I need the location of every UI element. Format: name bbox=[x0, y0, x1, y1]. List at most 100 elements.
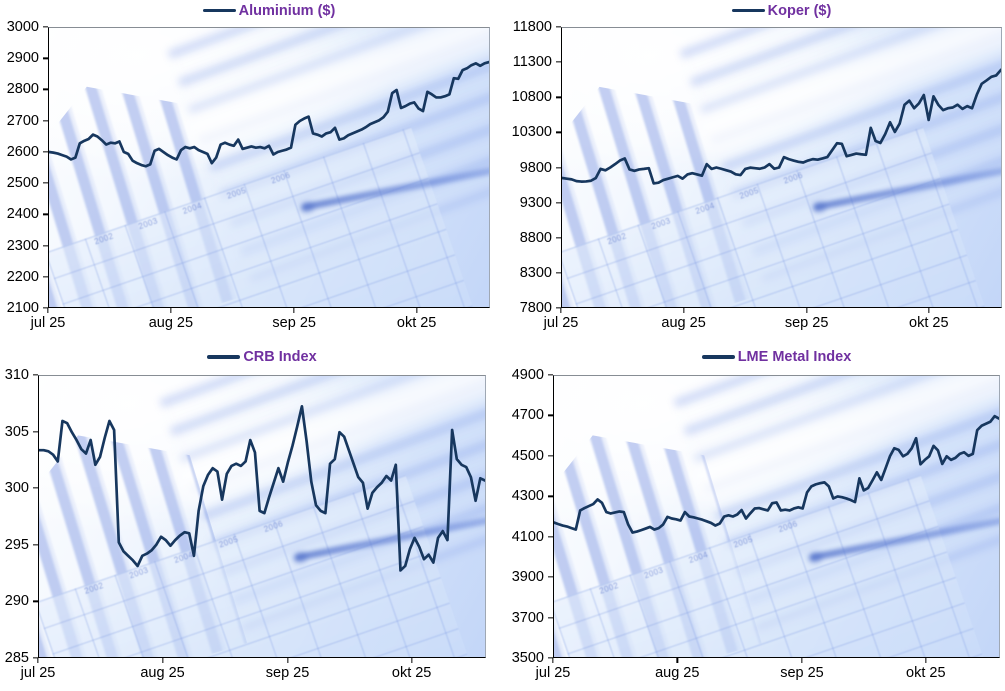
x-tick-mark bbox=[925, 658, 927, 663]
y-tick-mark bbox=[33, 600, 38, 603]
line-series bbox=[562, 28, 1001, 307]
y-tick-label: 9800 bbox=[519, 159, 552, 176]
x-tick-mark bbox=[560, 308, 562, 313]
legend-line-icon bbox=[701, 355, 735, 359]
y-tick-label: 4700 bbox=[511, 407, 544, 424]
y-tick-mark bbox=[548, 374, 553, 376]
legend-line-icon bbox=[207, 355, 241, 359]
y-tick-label: 11300 bbox=[512, 53, 552, 70]
y-tick-mark bbox=[43, 120, 48, 122]
watermark-background: 2002 2003 2004 2005 2006 bbox=[49, 28, 489, 307]
x-tick-label: aug 25 bbox=[148, 315, 194, 331]
y-tick-mark bbox=[43, 57, 48, 59]
y-tick-mark bbox=[43, 151, 48, 153]
x-tick-label: aug 25 bbox=[140, 665, 185, 681]
y-tick-mark bbox=[548, 616, 553, 619]
y-tick-mark bbox=[548, 576, 553, 578]
chart-body: 2100 2200 2300 2400 2500 2600 2700 2800 2900 3000… bbox=[0, 20, 503, 315]
y-tick-mark bbox=[43, 244, 48, 247]
plot-area: 2002 2003 2004 2005 2006 bbox=[561, 27, 1002, 308]
x-tick-label: sep 25 bbox=[272, 315, 316, 331]
x-tick-mark bbox=[682, 308, 685, 313]
legend: LME Metal Index bbox=[553, 345, 1000, 375]
chart-aluminium: Aluminium ($) 2100 2200 2300 2400 2500 2600 27… bbox=[0, 0, 503, 345]
y-tick-mark bbox=[556, 237, 561, 239]
y-tick-label: 3900 bbox=[511, 568, 544, 585]
x-tick-label: okt 25 bbox=[906, 665, 946, 681]
y-tick-mark bbox=[556, 131, 561, 134]
y-tick-mark bbox=[33, 544, 38, 546]
line-series bbox=[39, 376, 485, 657]
y-tick-label: 285 bbox=[4, 649, 29, 666]
x-tick-label: jul 25 bbox=[535, 665, 571, 681]
y-tick-mark bbox=[43, 88, 48, 91]
y-tick-label: 4300 bbox=[511, 488, 544, 505]
x-tick-label: jul 25 bbox=[20, 665, 56, 681]
y-tick-label: 310 bbox=[4, 366, 29, 383]
series-polyline bbox=[49, 62, 489, 166]
chart-body: 7800 8300 8800 9300 9800 10300 10800 11300 11800… bbox=[503, 20, 1005, 315]
y-tick-label: 3700 bbox=[511, 609, 544, 626]
x-tick-mark bbox=[293, 308, 295, 313]
series-polyline bbox=[554, 416, 999, 532]
y-tick-label: 2700 bbox=[6, 112, 39, 129]
y-tick-label: 8300 bbox=[519, 264, 552, 281]
y-tick-label: 4100 bbox=[511, 528, 544, 545]
x-tick-label: jul 25 bbox=[543, 315, 579, 331]
series-polyline bbox=[562, 70, 1001, 184]
x-tick-label: sep 25 bbox=[780, 665, 824, 681]
y-tick-label: 2500 bbox=[6, 174, 39, 191]
y-tick-mark bbox=[548, 536, 553, 538]
y-tick-mark bbox=[548, 495, 553, 497]
series-polyline bbox=[39, 406, 485, 570]
y-tick-label: 10300 bbox=[511, 124, 552, 141]
plot-area: 2002 2003 2004 2005 2006 bbox=[38, 375, 486, 658]
x-axis: jul 25 aug 25 sep 25 okt 25 bbox=[21, 658, 486, 691]
y-tick-label: 290 bbox=[4, 593, 29, 610]
y-tick-label: 2200 bbox=[6, 268, 39, 285]
chart-lme-metal-index: LME Metal Index 3500 3700 3900 4100 4300 4500… bbox=[503, 345, 1005, 691]
y-tick-label: 305 bbox=[4, 423, 29, 440]
x-tick-label: okt 25 bbox=[396, 315, 437, 331]
y-tick-label: 2100 bbox=[6, 299, 39, 316]
x-tick-mark bbox=[801, 658, 803, 663]
y-tick-label: 9300 bbox=[519, 194, 552, 211]
chart-koper: Koper ($) 7800 8300 8800 9300 9800 10300 10800… bbox=[503, 0, 1005, 345]
legend: CRB Index bbox=[38, 345, 486, 375]
watermark-background: 2002 2003 2004 2005 2006 bbox=[554, 376, 999, 657]
x-tick-mark bbox=[805, 308, 808, 313]
line-series bbox=[554, 376, 999, 657]
y-tick-mark bbox=[43, 276, 48, 278]
chart-crb-index: CRB Index 285 290 295 300 305 310 2002 2003 200… bbox=[0, 345, 503, 691]
chart-body: 285 290 295 300 305 310 2002 2003 2004 2005 2006 bbox=[0, 368, 503, 665]
y-tick-label: 2600 bbox=[6, 143, 39, 160]
y-tick-label: 2400 bbox=[6, 206, 39, 223]
y-tick-label: 300 bbox=[4, 479, 29, 496]
y-axis: 285 290 295 300 305 310 bbox=[0, 368, 38, 665]
legend-line-icon bbox=[202, 8, 236, 13]
x-tick-label: sep 25 bbox=[265, 665, 310, 681]
y-tick-mark bbox=[556, 272, 561, 274]
y-tick-label: 2300 bbox=[6, 237, 39, 254]
legend-label: LME Metal Index bbox=[737, 349, 852, 365]
x-tick-mark bbox=[415, 308, 418, 313]
line-series bbox=[49, 28, 489, 307]
y-axis: 3500 3700 3900 4100 4300 4500 4700 4900 bbox=[503, 368, 553, 665]
y-tick-label: 2800 bbox=[6, 81, 39, 98]
x-axis: jul 25 aug 25 sep 25 okt 25 bbox=[536, 658, 1000, 691]
y-tick-mark bbox=[43, 26, 48, 28]
y-tick-label: 7800 bbox=[519, 299, 552, 316]
y-tick-label: 3000 bbox=[6, 18, 39, 35]
x-tick-mark bbox=[170, 308, 172, 313]
watermark-background: 2002 2003 2004 2005 2006 bbox=[562, 28, 1001, 307]
y-tick-mark bbox=[556, 96, 561, 98]
legend: Koper ($) bbox=[561, 0, 1002, 27]
y-tick-mark bbox=[33, 487, 38, 489]
x-tick-label: aug 25 bbox=[655, 665, 700, 681]
legend-line-icon bbox=[731, 8, 765, 13]
y-tick-label: 8800 bbox=[519, 229, 552, 246]
plot-area: 2002 2003 2004 2005 2006 bbox=[48, 27, 490, 308]
legend-label: Koper ($) bbox=[767, 2, 832, 19]
x-tick-label: okt 25 bbox=[391, 665, 432, 681]
y-tick-label: 11800 bbox=[512, 18, 552, 35]
